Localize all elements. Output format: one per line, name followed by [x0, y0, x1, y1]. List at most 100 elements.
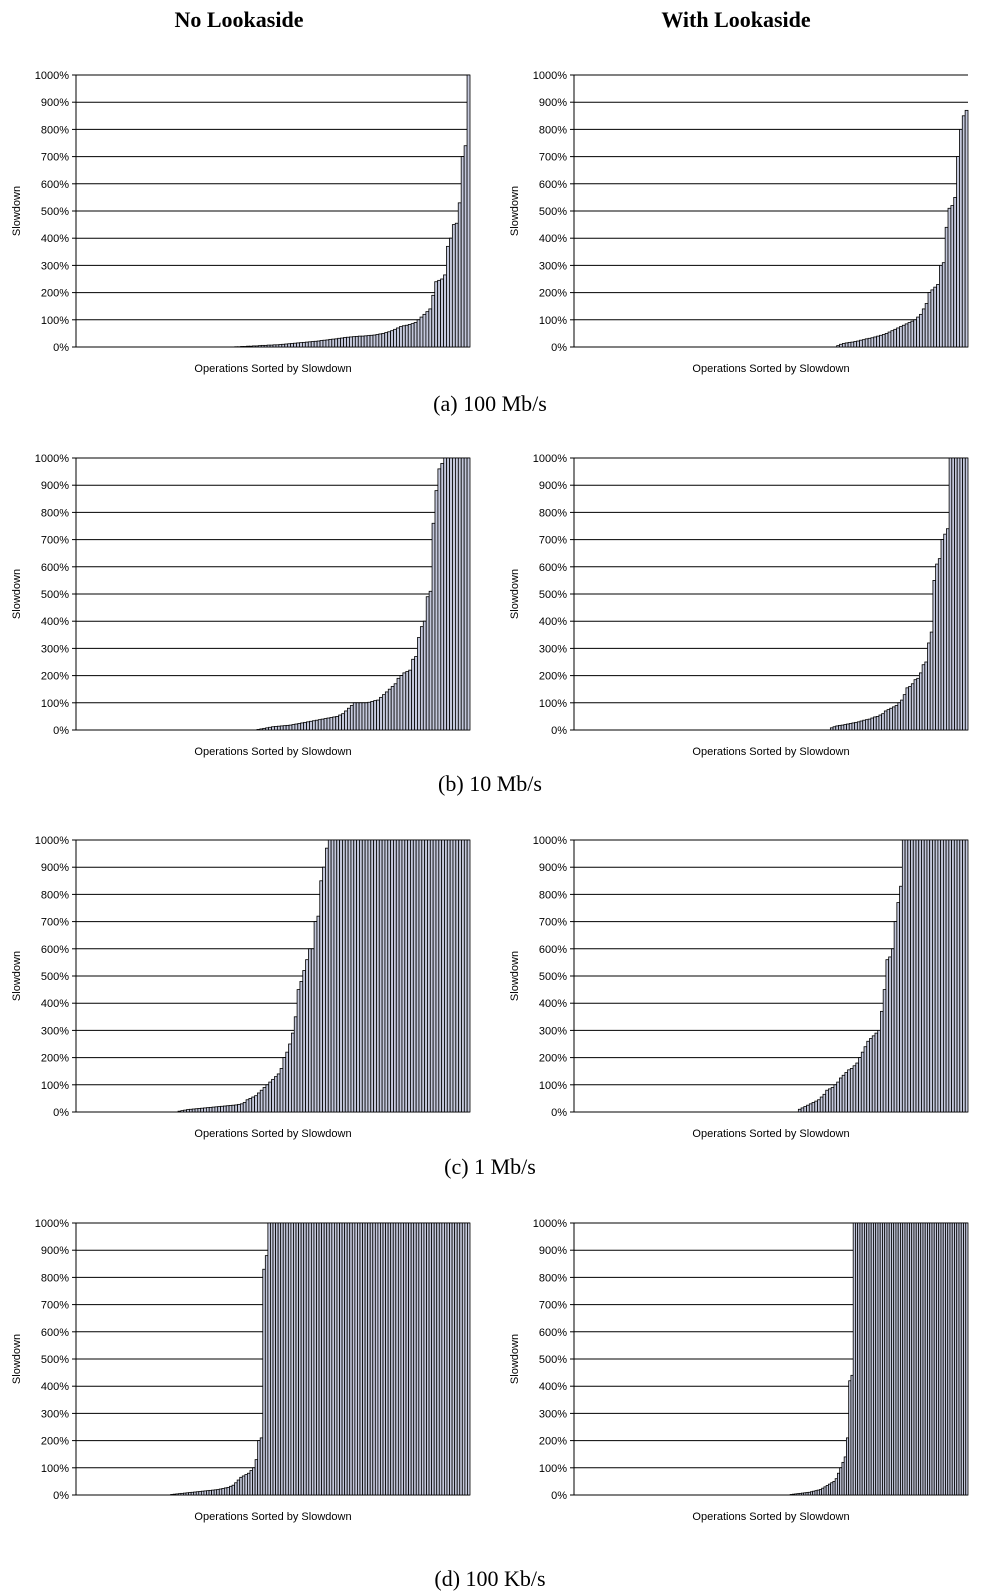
bar [294, 723, 299, 731]
bar [929, 839, 933, 1113]
y-tick-label: 300% [41, 1408, 69, 1420]
caption-row-c: (c) 1 Mb/s [444, 1154, 536, 1179]
bar [314, 719, 319, 731]
bar [953, 839, 958, 1113]
y-tick-label: 600% [41, 179, 69, 191]
bar [325, 339, 330, 348]
bar [390, 330, 394, 348]
bar [245, 1099, 250, 1113]
bar [331, 338, 336, 348]
bar [376, 699, 380, 731]
bar [300, 722, 305, 731]
bar [832, 726, 837, 731]
bar [177, 1110, 182, 1113]
bar [943, 533, 947, 731]
y-tick-label: 600% [41, 1327, 69, 1339]
bar [964, 839, 969, 1113]
bar [863, 1046, 868, 1113]
bar [843, 724, 847, 731]
bar [387, 839, 392, 1113]
y-tick-label: 300% [41, 1025, 69, 1037]
bar [961, 115, 966, 348]
y-tick-label: 400% [539, 233, 567, 245]
y-tick-label: 900% [41, 862, 69, 874]
bar [466, 457, 471, 731]
bar [262, 1087, 267, 1113]
bar [892, 706, 896, 731]
bar [340, 337, 344, 348]
bar [932, 580, 937, 731]
bar [859, 720, 864, 731]
bar [942, 839, 947, 1113]
y-tick-label: 600% [41, 944, 69, 956]
bar [916, 316, 920, 348]
y-tick-label: 900% [41, 1245, 69, 1257]
bar [404, 324, 409, 348]
bar [299, 342, 303, 348]
bar [927, 642, 931, 731]
bar [918, 839, 922, 1113]
bar [847, 1069, 851, 1113]
bar [437, 279, 442, 348]
bar [278, 344, 283, 348]
bar [272, 344, 277, 348]
y-tick-label: 300% [539, 260, 567, 272]
bar [413, 322, 418, 348]
bar [846, 723, 850, 731]
bar [370, 839, 375, 1113]
bar [282, 725, 287, 731]
bar [285, 1051, 289, 1113]
bar [923, 839, 928, 1113]
bar [363, 335, 368, 348]
bar [919, 672, 923, 731]
bar [346, 336, 350, 348]
bar [268, 726, 272, 731]
y-tick-label: 0% [551, 342, 567, 354]
bar [367, 701, 372, 731]
bar [460, 156, 465, 348]
bar [461, 839, 465, 1113]
bar [401, 839, 406, 1113]
bar [384, 691, 389, 731]
bar [945, 839, 950, 1113]
bar [265, 727, 270, 731]
bar [929, 631, 934, 731]
y-tick-label: 200% [539, 1436, 567, 1448]
bar [817, 1099, 821, 1113]
bar [956, 156, 960, 348]
bar [290, 343, 294, 348]
bar [387, 331, 392, 348]
bar [836, 345, 840, 348]
bar [941, 262, 946, 348]
y-tick-label: 300% [41, 643, 69, 655]
bar [279, 725, 284, 731]
bar [908, 686, 912, 731]
bar [425, 596, 430, 731]
bar [342, 839, 346, 1113]
y-tick-label: 700% [41, 917, 69, 929]
bar [457, 457, 462, 731]
bar [841, 1074, 846, 1113]
caption-row-d: (d) 100 Kb/s [434, 1566, 545, 1591]
x-axis-label: Operations Sorted by Slowdown [692, 1511, 849, 1523]
bar [228, 1105, 233, 1113]
y-tick-label: 1000% [35, 453, 69, 465]
bar [919, 313, 923, 348]
bar [429, 839, 434, 1113]
bar [910, 839, 914, 1113]
bar [354, 335, 359, 348]
y-tick-label: 800% [539, 1272, 567, 1284]
bar [427, 839, 431, 1113]
bar [303, 721, 307, 731]
y-tick-label: 100% [41, 1463, 69, 1475]
bar [896, 327, 900, 348]
bar [899, 885, 903, 1113]
bar [287, 343, 292, 348]
bar [344, 839, 349, 1113]
y-tick-label: 1000% [533, 1218, 567, 1230]
bar [282, 1057, 287, 1113]
y-tick-label: 200% [41, 1436, 69, 1448]
y-tick-label: 300% [41, 260, 69, 272]
bar [451, 224, 456, 348]
bar [336, 839, 341, 1113]
